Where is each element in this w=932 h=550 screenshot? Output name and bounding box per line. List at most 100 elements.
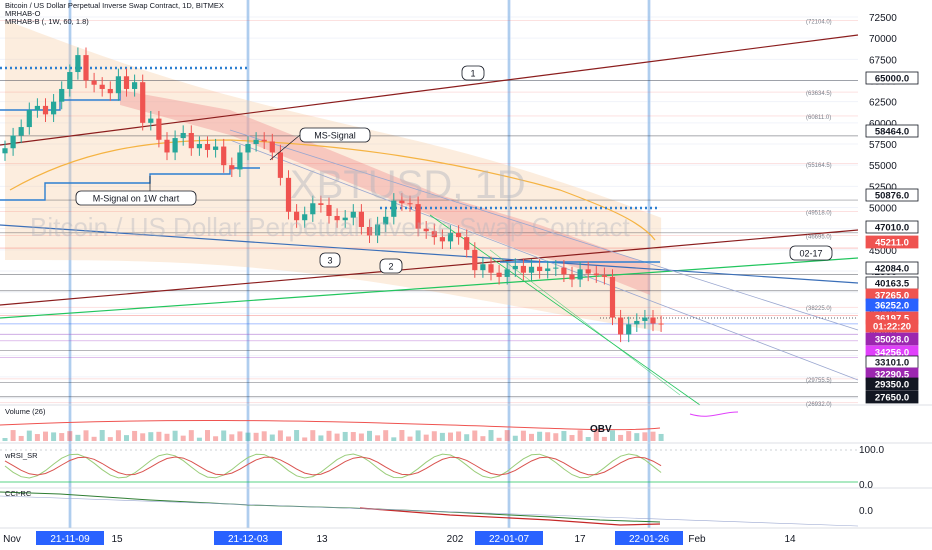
volume-bar xyxy=(26,430,32,441)
time-label: 21-11-09 xyxy=(50,534,90,545)
candle-body xyxy=(366,226,373,236)
volume-bar xyxy=(618,434,624,441)
time-label-badge xyxy=(214,531,282,545)
volume-bar xyxy=(367,430,372,441)
volume-bar xyxy=(294,430,300,441)
price-label: 33101.0 xyxy=(875,358,909,369)
candle-body xyxy=(140,82,146,123)
price-label: 42084.0 xyxy=(875,264,909,275)
y-tick-label: 52500 xyxy=(869,182,897,193)
candle-body xyxy=(294,211,300,221)
candle-body xyxy=(609,276,616,318)
time-label: 21-12-03 xyxy=(228,534,268,545)
volume-bar xyxy=(148,432,154,441)
price-label: 35028.0 xyxy=(875,335,909,346)
volume-bar xyxy=(334,433,340,441)
volume-bar xyxy=(537,431,543,441)
volume-bar xyxy=(431,431,437,441)
candle-body xyxy=(83,55,89,81)
candle-body xyxy=(310,203,316,215)
wrsi-signal xyxy=(4,456,662,476)
candle-body xyxy=(358,211,364,227)
candle-body xyxy=(642,317,648,321)
volume-bar xyxy=(253,432,259,441)
candle-body xyxy=(480,264,486,271)
price-label: 01:22:20 xyxy=(873,322,911,333)
price-label-box xyxy=(865,319,919,333)
indicator-mrhab-b: MRHAB-B (, 1W, 60, 1.8) xyxy=(5,17,89,26)
candle-body xyxy=(115,76,121,94)
price-label-box xyxy=(865,261,919,275)
candle-body xyxy=(285,177,292,212)
time-label: 13 xyxy=(316,534,328,545)
volume-bar xyxy=(520,430,526,441)
time-label: Nov xyxy=(3,534,21,545)
volume-bar xyxy=(593,430,599,441)
volume-bar xyxy=(277,430,283,441)
candle-body xyxy=(601,275,607,277)
volume-bar xyxy=(269,434,275,441)
candle-body xyxy=(10,135,16,149)
candle-body xyxy=(172,138,178,153)
volume-bar xyxy=(91,436,97,441)
candle-body xyxy=(132,82,138,89)
candle-body xyxy=(196,144,202,149)
price-label: 40163.5 xyxy=(875,279,910,290)
candle-body xyxy=(302,214,308,221)
level-note: (46695.0) xyxy=(806,234,832,240)
price-label-box xyxy=(865,390,919,404)
label-layer: 1 2 3 MS-Signal M-Signal on 1W chart 02-17 XBT… xyxy=(3,13,919,545)
volume-bar xyxy=(2,438,8,441)
candle-body xyxy=(464,237,470,250)
volume-bar xyxy=(439,432,445,441)
volume-bar xyxy=(43,431,48,441)
candle-body xyxy=(180,132,186,139)
candle-body xyxy=(91,80,97,85)
volume-bar xyxy=(188,430,194,441)
volume-bar xyxy=(496,437,502,441)
candle-body xyxy=(123,76,130,89)
cci-signal xyxy=(359,507,661,526)
candle-body xyxy=(107,88,113,94)
volume-bar xyxy=(472,430,478,441)
annotation-2: 2 xyxy=(388,262,393,272)
y-tick-label: 62500 xyxy=(869,98,897,109)
volume-bar xyxy=(391,437,397,441)
annotation-3-box xyxy=(319,252,341,268)
trendline-3 xyxy=(0,224,859,284)
obv-arrow xyxy=(689,411,739,417)
volume-bar xyxy=(358,433,364,441)
volume-bar xyxy=(423,434,429,441)
time-label-badge xyxy=(36,531,104,545)
annotation-m-signal-1w: M-Signal on 1W chart xyxy=(93,194,180,204)
candle-body xyxy=(26,110,32,128)
price-label: 32290.5 xyxy=(875,370,910,381)
volume-bar xyxy=(569,435,575,441)
volume-bar xyxy=(83,430,89,441)
price-label-box xyxy=(865,235,919,249)
candle-body xyxy=(375,224,381,236)
candle-body xyxy=(59,88,65,102)
fan-line xyxy=(229,139,859,381)
time-label: 202 xyxy=(447,534,464,545)
volume-bar xyxy=(480,436,486,441)
time-label: 15 xyxy=(111,534,123,545)
candle-body xyxy=(277,152,283,178)
price-label: 36252.0 xyxy=(875,301,909,312)
volume-bar xyxy=(448,432,453,441)
cci-title: CCI-RC xyxy=(5,489,32,498)
candle-body xyxy=(488,264,494,273)
volume-bar xyxy=(375,435,381,441)
volume-bar xyxy=(172,430,178,441)
y-tick-label: 67500 xyxy=(869,55,897,66)
volume-bar xyxy=(205,430,210,441)
candle-body xyxy=(67,72,73,89)
volume-bar xyxy=(464,434,470,441)
annotation-ms-signal: MS-Signal xyxy=(314,131,356,141)
volume-bar xyxy=(310,430,316,441)
volume-bar xyxy=(196,437,202,441)
candle-body xyxy=(18,127,24,136)
volume-bar xyxy=(610,430,615,441)
y-tick-label: 70000 xyxy=(869,34,897,45)
